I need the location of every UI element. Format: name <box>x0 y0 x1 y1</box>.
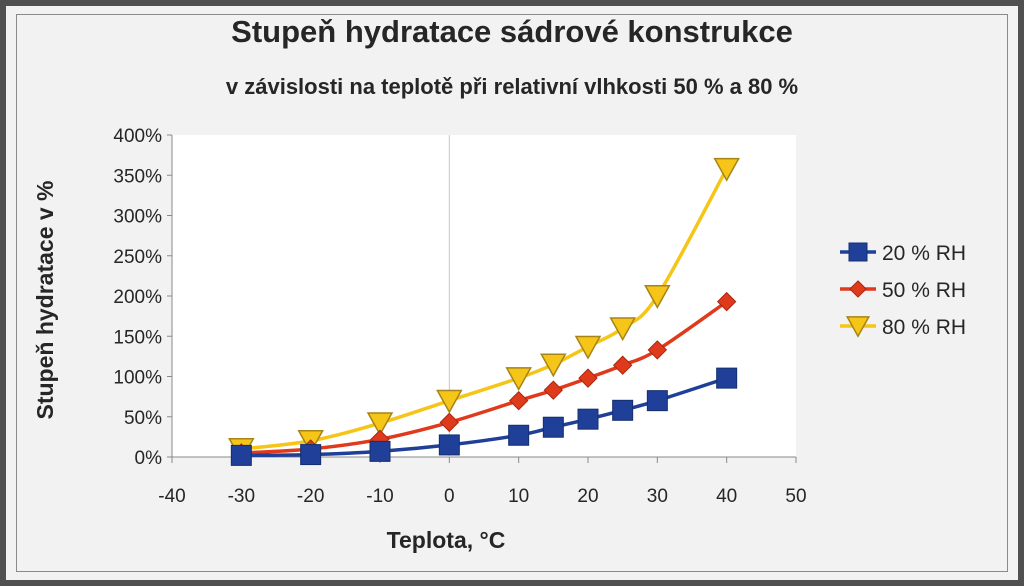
data-point <box>713 157 740 182</box>
x-tick-label: -10 <box>366 486 393 507</box>
data-point <box>542 416 564 438</box>
data-point <box>508 390 529 411</box>
legend-label: 20 % RH <box>882 242 966 265</box>
data-point <box>543 380 564 400</box>
data-point <box>505 367 532 392</box>
y-tick-label: 350% <box>113 166 162 187</box>
data-point <box>578 368 598 388</box>
y-tick-label: 250% <box>113 247 162 268</box>
data-point <box>646 390 668 412</box>
series-markers <box>228 157 740 466</box>
data-point <box>612 399 634 421</box>
data-point <box>369 440 391 462</box>
data-point <box>366 412 394 437</box>
legend-marker <box>845 316 871 338</box>
data-point <box>436 389 463 414</box>
x-tick-label: -40 <box>158 486 185 507</box>
x-tick-label: 50 <box>785 486 806 507</box>
plot-area <box>172 135 796 457</box>
data-point <box>230 444 252 466</box>
legend: 20 % RH 50 % RH 80 % RH <box>840 242 966 339</box>
series-line <box>241 300 728 455</box>
y-tick-label: 300% <box>113 207 162 228</box>
data-point <box>716 367 738 389</box>
y-tick-label: 0% <box>135 448 163 469</box>
legend-marker <box>848 242 868 262</box>
series-line <box>241 376 728 458</box>
x-tick-label: 0 <box>444 486 455 507</box>
y-tick-label: 100% <box>113 368 162 389</box>
x-tick-label: 40 <box>716 486 737 507</box>
data-point <box>439 412 460 433</box>
y-axis: 0% 50% 100% 150% 200% 250% 300% 350% 400% <box>113 126 173 469</box>
data-point <box>644 285 671 309</box>
data-point <box>716 291 737 312</box>
x-tick-label: 20 <box>577 486 598 507</box>
data-point <box>577 408 599 430</box>
x-axis: -40 -30 -20 -10 0 10 20 30 40 50 <box>158 456 807 507</box>
data-point <box>300 444 322 466</box>
data-point <box>438 434 460 456</box>
x-tick-label: -20 <box>297 486 324 507</box>
legend-label: 50 % RH <box>882 279 966 302</box>
data-point <box>647 340 668 360</box>
x-tick-label: 10 <box>508 486 529 507</box>
data-point <box>612 355 633 375</box>
chart-subtitle: v závislosti na teplotě při relativní vl… <box>225 74 799 99</box>
x-axis-title: Teplota, °C <box>387 527 506 553</box>
legend-label: 80 % RH <box>882 316 966 339</box>
y-tick-label: 50% <box>124 408 162 429</box>
x-tick-label: 30 <box>647 486 668 507</box>
y-tick-label: 400% <box>113 126 162 147</box>
x-tick-label: -30 <box>228 486 255 507</box>
data-point <box>508 424 530 446</box>
y-tick-label: 200% <box>113 287 162 308</box>
data-point <box>609 317 636 342</box>
data-point <box>574 335 602 360</box>
legend-marker <box>849 280 867 298</box>
chart-title: Stupeň hydratace sádrové konstrukce <box>231 14 793 49</box>
y-axis-title: Stupeň hydratace v % <box>32 180 58 419</box>
y-tick-label: 150% <box>113 327 162 348</box>
data-point <box>540 353 567 378</box>
